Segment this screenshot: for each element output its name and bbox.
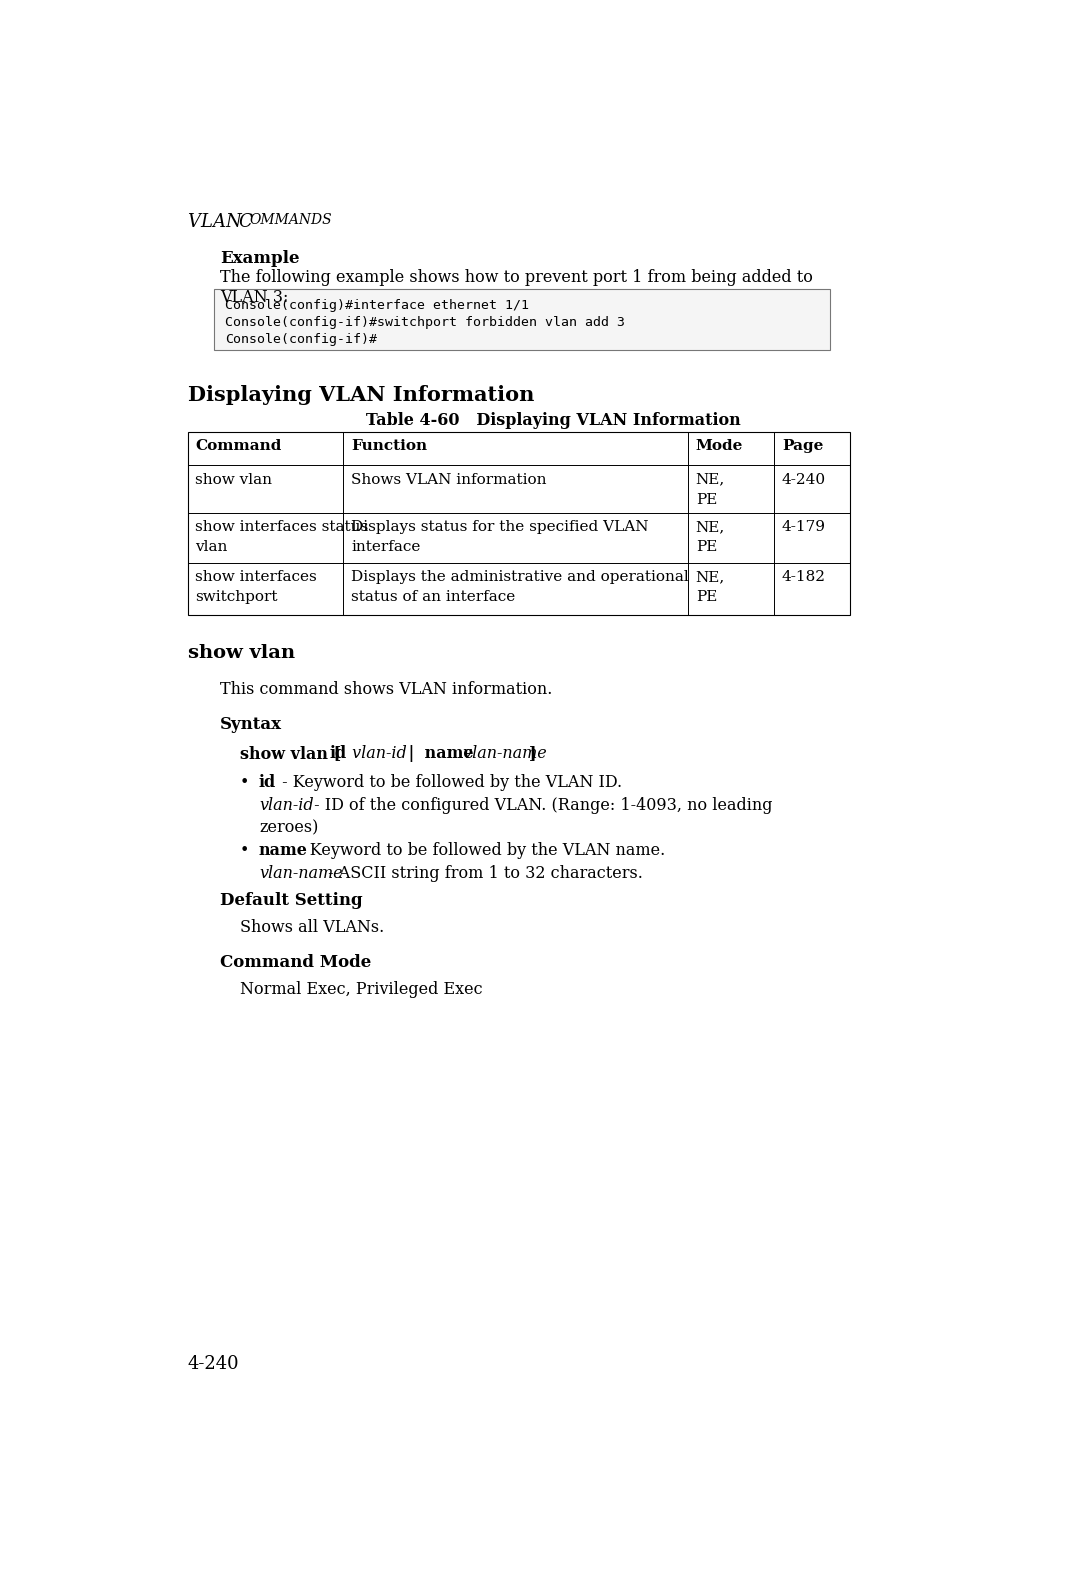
Text: vlan-name: vlan-name [259, 865, 342, 882]
Text: interface: interface [351, 540, 420, 554]
Text: Displaying VLAN Information: Displaying VLAN Information [188, 385, 535, 405]
Text: 4-240: 4-240 [188, 1355, 240, 1372]
Text: Console(config-if)#switchport forbidden vlan add 3: Console(config-if)#switchport forbidden … [225, 316, 625, 330]
Text: PE: PE [696, 590, 717, 604]
Text: show interfaces: show interfaces [195, 570, 318, 584]
Text: vlan-id: vlan-id [348, 746, 407, 761]
Text: - ID of the configured VLAN. (Range: 1-4093, no leading: - ID of the configured VLAN. (Range: 1-4… [309, 798, 772, 815]
Bar [214, 289, 831, 350]
Text: Command Mode: Command Mode [220, 955, 372, 970]
Text: C: C [238, 214, 252, 231]
Text: vlan-name: vlan-name [458, 746, 546, 761]
Text: Command: Command [195, 440, 282, 454]
Text: |: | [403, 746, 415, 761]
Text: - Keyword to be followed by the VLAN ID.: - Keyword to be followed by the VLAN ID. [276, 774, 622, 791]
Text: The following example shows how to prevent port 1 from being added to: The following example shows how to preve… [220, 268, 813, 286]
Text: 4-182: 4-182 [782, 570, 826, 584]
Text: NE,: NE, [696, 520, 725, 534]
Text: Page: Page [782, 440, 823, 454]
Text: status of an interface: status of an interface [351, 590, 515, 604]
Text: OMMANDS: OMMANDS [249, 214, 332, 228]
Text: Displays status for the specified VLAN: Displays status for the specified VLAN [351, 520, 649, 534]
Text: Mode: Mode [696, 440, 743, 454]
Text: show vlan: show vlan [188, 644, 295, 663]
Text: show vlan: show vlan [195, 473, 272, 487]
Text: 4-240: 4-240 [782, 473, 826, 487]
Text: •: • [240, 842, 249, 859]
Text: show interfaces status: show interfaces status [195, 520, 368, 534]
Text: id: id [329, 746, 347, 761]
Text: - Keyword to be followed by the VLAN name.: - Keyword to be followed by the VLAN nam… [294, 842, 665, 859]
Text: Default Setting: Default Setting [220, 892, 363, 909]
Text: Displays the administrative and operational: Displays the administrative and operatio… [351, 570, 689, 584]
Text: vlan: vlan [195, 540, 228, 554]
Text: Function: Function [351, 440, 428, 454]
Text: ]: ] [529, 746, 536, 761]
Text: Syntax: Syntax [220, 716, 282, 733]
Text: Example: Example [220, 250, 300, 267]
Text: zeroes): zeroes) [259, 820, 319, 837]
Text: Table 4-60   Displaying VLAN Information: Table 4-60 Displaying VLAN Information [366, 411, 741, 429]
Text: •: • [240, 774, 249, 791]
Text: 4-179: 4-179 [782, 520, 826, 534]
Text: Console(config)#interface ethernet 1/1: Console(config)#interface ethernet 1/1 [225, 300, 529, 312]
Text: PE: PE [696, 493, 717, 507]
Text: Shows VLAN information: Shows VLAN information [351, 473, 546, 487]
Text: Shows all VLANs.: Shows all VLANs. [240, 918, 383, 936]
Text: PE: PE [696, 540, 717, 554]
Text: VLAN: VLAN [188, 214, 247, 231]
Text: name: name [258, 842, 307, 859]
Text: show vlan [: show vlan [ [240, 746, 341, 761]
Text: vlan-id: vlan-id [259, 798, 313, 815]
Text: This command shows VLAN information.: This command shows VLAN information. [220, 681, 553, 699]
Text: name: name [419, 746, 474, 761]
Bar [188, 432, 850, 615]
Text: - ASCII string from 1 to 32 characters.: - ASCII string from 1 to 32 characters. [323, 865, 643, 882]
Text: NE,: NE, [696, 570, 725, 584]
Text: VLAN 3:: VLAN 3: [220, 289, 288, 306]
Text: NE,: NE, [696, 473, 725, 487]
Text: Console(config-if)#: Console(config-if)# [225, 333, 377, 345]
Text: Normal Exec, Privileged Exec: Normal Exec, Privileged Exec [240, 981, 483, 997]
Text: id: id [258, 774, 275, 791]
Text: switchport: switchport [195, 590, 278, 604]
